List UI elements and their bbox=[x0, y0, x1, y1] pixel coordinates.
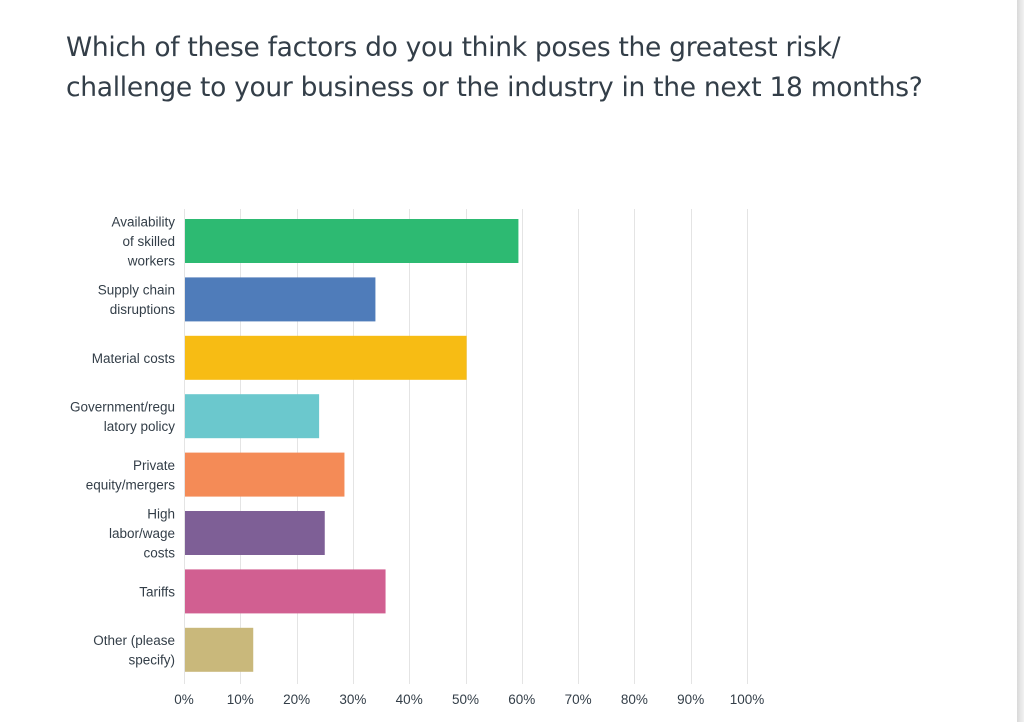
category-label: Material costs bbox=[92, 351, 176, 366]
category-label-line: workers bbox=[127, 254, 176, 269]
x-tick-label: 70% bbox=[565, 692, 592, 707]
category-label-line: latory policy bbox=[104, 419, 176, 434]
bar-4 bbox=[185, 452, 345, 497]
category-label: Tariffs bbox=[139, 584, 175, 599]
x-tick-label: 100% bbox=[730, 692, 765, 707]
x-axis-tick-labels: 0% 10% 20% 30% 40% 50% 60% 70% 80% 90% 100% bbox=[174, 692, 764, 707]
bar-7 bbox=[185, 627, 254, 672]
category-label: Private equity/mergers bbox=[86, 458, 176, 493]
category-label: Government/regu latory policy bbox=[70, 399, 175, 434]
x-tick-label: 20% bbox=[283, 692, 310, 707]
x-tick-label: 50% bbox=[452, 692, 479, 707]
x-tick-label: 40% bbox=[396, 692, 423, 707]
bar-series bbox=[185, 219, 519, 672]
x-tick-label: 80% bbox=[621, 692, 648, 707]
bar-2 bbox=[185, 335, 467, 380]
x-tick-label: 30% bbox=[339, 692, 366, 707]
category-label: Availability of skilled workers bbox=[111, 215, 175, 269]
category-label-line: Material costs bbox=[92, 351, 176, 366]
category-label: Other (please specify) bbox=[93, 633, 175, 668]
category-label-line: Other (please bbox=[93, 633, 175, 648]
category-label-line: costs bbox=[143, 546, 175, 561]
category-labels: Availability of skilled workers Supply chai… bbox=[70, 215, 175, 668]
bar-1 bbox=[185, 277, 376, 322]
category-label-line: Availability bbox=[111, 215, 175, 230]
category-label: Supply chain disruptions bbox=[98, 283, 176, 318]
category-label-line: of skilled bbox=[122, 234, 175, 249]
bar-6 bbox=[185, 569, 386, 614]
category-label-line: labor/wage bbox=[109, 526, 175, 541]
chart-title-line-2: challenge to your business or the indust… bbox=[66, 72, 923, 103]
page-edge-shadow bbox=[1017, 0, 1024, 722]
bar-0 bbox=[185, 219, 519, 263]
x-tick-label: 10% bbox=[227, 692, 254, 707]
category-label-line: disruptions bbox=[110, 302, 176, 317]
category-label-line: Supply chain bbox=[98, 283, 175, 298]
category-label-line: Government/regu bbox=[70, 399, 175, 414]
category-label-line: Tariffs bbox=[139, 584, 175, 599]
category-label-line: High bbox=[147, 507, 175, 522]
category-label-line: Private bbox=[133, 458, 175, 473]
x-tick-label: 0% bbox=[174, 692, 194, 707]
category-label-line: equity/mergers bbox=[86, 477, 176, 492]
chart-title: Which of these factors do you think pose… bbox=[66, 28, 966, 108]
x-tick-label: 90% bbox=[677, 692, 704, 707]
category-label: High labor/wage costs bbox=[109, 507, 175, 561]
x-tick-label: 60% bbox=[508, 692, 535, 707]
chart-title-line-1: Which of these factors do you think pose… bbox=[66, 32, 841, 63]
bar-5 bbox=[185, 511, 325, 555]
category-label-line: specify) bbox=[128, 653, 175, 668]
bar-3 bbox=[185, 394, 320, 439]
